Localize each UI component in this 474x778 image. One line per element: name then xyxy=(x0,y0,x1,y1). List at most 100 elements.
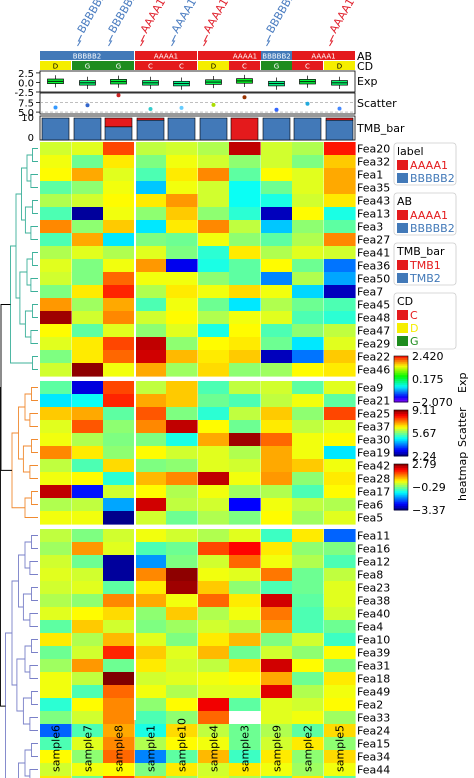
heatmap-cell xyxy=(166,581,198,595)
heatmap-cell xyxy=(324,420,356,434)
dendrogram-link xyxy=(29,413,38,427)
dendrogram-link xyxy=(32,148,38,162)
heatmap-cell xyxy=(72,285,104,299)
heatmap-cell xyxy=(292,381,324,395)
colorbar-segment xyxy=(394,475,408,478)
heatmap-cell xyxy=(292,711,324,725)
colorbar-segment xyxy=(394,448,408,451)
colorbar-segment xyxy=(394,388,408,391)
colorbar-segment xyxy=(394,506,408,509)
colorbar-segment xyxy=(394,446,408,449)
heatmap-cell xyxy=(103,737,135,751)
heatmap-cell xyxy=(166,350,198,364)
heatmap-cell xyxy=(324,620,356,634)
heatmap-cell xyxy=(72,155,104,169)
heatmap-cell xyxy=(166,568,198,582)
Exp-tick-label: 0.0 xyxy=(18,78,34,89)
colorbar-segment xyxy=(394,417,408,421)
heatmap-cell xyxy=(229,633,261,647)
dendrogram-cluster-2 xyxy=(11,387,38,518)
heatmap-cell xyxy=(40,168,72,182)
heatmap-cell xyxy=(229,568,261,582)
heatmap-cell xyxy=(229,350,261,364)
top-label-text: BBBBB2 xyxy=(106,0,140,35)
heatmap-cell xyxy=(261,142,293,156)
colorbar-tick-label: −3.37 xyxy=(412,504,446,517)
heatmap-cell xyxy=(72,272,104,286)
heatmap-cell xyxy=(198,394,230,408)
heatmap-cell xyxy=(229,394,261,408)
heatmap-cell xyxy=(324,633,356,647)
heatmap-cell xyxy=(324,311,356,325)
dendrogram-link xyxy=(15,193,22,299)
dendrogram-link xyxy=(24,310,33,338)
heatmap-cell xyxy=(198,672,230,686)
heatmap-cell xyxy=(40,246,72,260)
CD-cell xyxy=(198,61,229,70)
colorbar-segment xyxy=(394,508,408,511)
heatmap-cell xyxy=(229,433,261,447)
heatmap-cell xyxy=(40,511,72,525)
colorbar-segment xyxy=(394,392,408,395)
row-label: Fea15 xyxy=(357,738,390,751)
heatmap-cell xyxy=(324,711,356,725)
heatmap-cell xyxy=(166,220,198,234)
legend-swatch xyxy=(397,173,408,183)
heatmap-cell xyxy=(324,259,356,273)
heatmap-cell xyxy=(40,259,72,273)
top-label: AAAA1 xyxy=(138,0,168,47)
row-label: Fea24 xyxy=(357,725,390,738)
row-label: Fea50 xyxy=(357,273,390,286)
heatmap-cell xyxy=(198,711,230,725)
heatmap-cell xyxy=(324,233,356,247)
heatmap-cell xyxy=(324,646,356,660)
heatmap-cell xyxy=(103,542,135,556)
heatmap-cell xyxy=(166,633,198,647)
TMB1-bar xyxy=(136,117,165,121)
dendrogram-link xyxy=(30,278,38,292)
heatmap-cell xyxy=(103,407,135,421)
row-label: Fea25 xyxy=(357,408,390,421)
heatmap-cell xyxy=(72,168,104,182)
legend-item: AAAA1 xyxy=(410,159,448,172)
heatmap-cell xyxy=(198,724,230,738)
heatmap-cell xyxy=(166,433,198,447)
heatmap-cell xyxy=(40,272,72,286)
heatmap-cell xyxy=(198,194,230,208)
colorbar-segment xyxy=(394,473,408,476)
heatmap-cell xyxy=(166,763,198,777)
legend-swatch xyxy=(397,160,408,170)
top-label-connector xyxy=(108,34,113,47)
heatmap-cell xyxy=(198,594,230,608)
heatmap-cell xyxy=(324,698,356,712)
top-label-connector xyxy=(171,34,176,47)
heatmap-cell xyxy=(261,529,293,543)
heatmap-cell xyxy=(103,568,135,582)
dendrogram-link xyxy=(24,206,33,234)
heatmap-cell xyxy=(135,659,167,673)
heatmap-cell xyxy=(261,659,293,673)
heatmap-cell xyxy=(261,220,293,234)
heatmap-cell xyxy=(292,350,324,364)
legend-swatch xyxy=(397,323,408,333)
heatmap-cell xyxy=(103,763,135,777)
colorbar-segment xyxy=(394,394,408,397)
colorbar-segment xyxy=(394,365,408,368)
colorbar-segment xyxy=(394,436,408,440)
heatmap-cell xyxy=(261,246,293,260)
heatmap-cell xyxy=(324,498,356,512)
heatmap-cell xyxy=(261,259,293,273)
heatmap-cell xyxy=(135,298,167,312)
heatmap-cell xyxy=(292,394,324,408)
heatmap-cell xyxy=(40,685,72,699)
heatmap-cell xyxy=(261,542,293,556)
heatmap-cell xyxy=(324,142,356,156)
dendrogram-link xyxy=(30,226,38,240)
heatmap-cell xyxy=(229,142,261,156)
row-label: Fea34 xyxy=(357,751,390,764)
TMB1-bar xyxy=(104,117,133,128)
heatmap-cell xyxy=(261,363,293,377)
heatmap-cell xyxy=(40,285,72,299)
heatmap-cell xyxy=(324,381,356,395)
heatmap-cell xyxy=(198,459,230,473)
